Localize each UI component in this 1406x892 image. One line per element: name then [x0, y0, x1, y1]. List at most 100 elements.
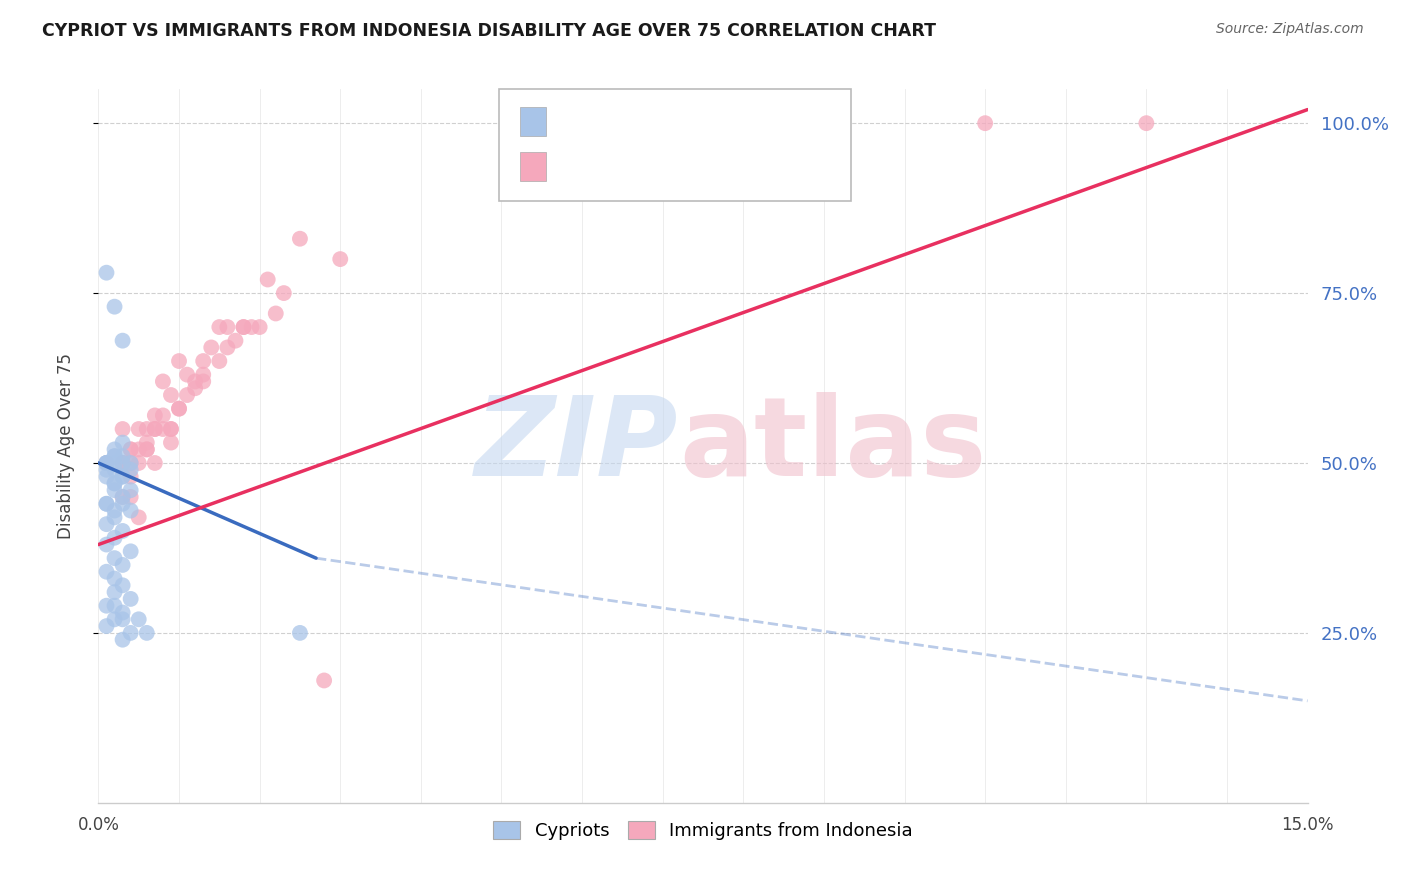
- Point: [96, 456, 118, 470]
- Point: [120, 591, 142, 606]
- Text: 0.565: 0.565: [599, 154, 662, 172]
- Text: -0.358: -0.358: [599, 110, 664, 128]
- Point: [193, 375, 215, 389]
- Point: [200, 341, 222, 355]
- Point: [135, 442, 157, 457]
- Point: [111, 578, 134, 592]
- Point: [184, 381, 207, 395]
- Point: [128, 456, 150, 470]
- Point: [111, 449, 134, 463]
- Text: ZIP: ZIP: [475, 392, 679, 500]
- Point: [160, 388, 183, 402]
- Point: [224, 334, 246, 348]
- Point: [160, 435, 183, 450]
- Text: R =: R =: [557, 154, 596, 172]
- Point: [314, 673, 336, 688]
- Point: [167, 354, 190, 368]
- Point: [96, 469, 118, 483]
- Point: [240, 320, 263, 334]
- Point: [103, 599, 125, 613]
- Point: [111, 456, 134, 470]
- Text: 58: 58: [718, 154, 744, 172]
- Point: [103, 442, 125, 457]
- Point: [273, 286, 295, 301]
- Point: [111, 435, 134, 450]
- Point: [111, 469, 134, 483]
- Point: [103, 612, 125, 626]
- Text: Source: ZipAtlas.com: Source: ZipAtlas.com: [1216, 22, 1364, 37]
- Point: [96, 456, 118, 470]
- Point: [128, 422, 150, 436]
- Point: [111, 490, 134, 504]
- Point: [288, 232, 311, 246]
- Point: [208, 320, 231, 334]
- Point: [152, 375, 174, 389]
- Point: [96, 537, 118, 551]
- Point: [120, 490, 142, 504]
- Point: [120, 469, 142, 483]
- Point: [256, 272, 278, 286]
- Point: [103, 483, 125, 498]
- Point: [96, 599, 118, 613]
- Point: [103, 572, 125, 586]
- Point: [974, 116, 997, 130]
- Point: [103, 551, 125, 566]
- Point: [111, 422, 134, 436]
- Point: [103, 300, 125, 314]
- Point: [111, 469, 134, 483]
- Point: [103, 503, 125, 517]
- Point: [96, 266, 118, 280]
- Point: [160, 422, 183, 436]
- Point: [176, 388, 198, 402]
- Point: [111, 456, 134, 470]
- Point: [111, 456, 134, 470]
- Point: [96, 565, 118, 579]
- Point: [152, 422, 174, 436]
- Point: [167, 401, 190, 416]
- Point: [120, 483, 142, 498]
- Point: [96, 497, 118, 511]
- Point: [288, 626, 311, 640]
- Point: [217, 341, 239, 355]
- Point: [103, 531, 125, 545]
- Text: N =: N =: [672, 154, 724, 172]
- Point: [103, 456, 125, 470]
- Point: [103, 476, 125, 491]
- Point: [111, 612, 134, 626]
- Point: [103, 449, 125, 463]
- Point: [103, 476, 125, 491]
- Point: [96, 456, 118, 470]
- Point: [96, 619, 118, 633]
- Point: [120, 544, 142, 558]
- Point: [176, 368, 198, 382]
- Point: [128, 612, 150, 626]
- Point: [264, 306, 287, 320]
- Point: [103, 510, 125, 524]
- Point: [120, 456, 142, 470]
- Point: [111, 334, 134, 348]
- Point: [232, 320, 254, 334]
- Y-axis label: Disability Age Over 75: Disability Age Over 75: [56, 353, 75, 539]
- Point: [120, 463, 142, 477]
- Point: [160, 422, 183, 436]
- Point: [143, 422, 166, 436]
- Point: [103, 585, 125, 599]
- Point: [111, 558, 134, 572]
- Point: [120, 503, 142, 517]
- Point: [96, 497, 118, 511]
- Point: [232, 320, 254, 334]
- Point: [184, 375, 207, 389]
- Point: [120, 442, 142, 457]
- Point: [120, 456, 142, 470]
- Point: [143, 456, 166, 470]
- Point: [103, 463, 125, 477]
- Point: [128, 442, 150, 457]
- Point: [103, 449, 125, 463]
- Text: CYPRIOT VS IMMIGRANTS FROM INDONESIA DISABILITY AGE OVER 75 CORRELATION CHART: CYPRIOT VS IMMIGRANTS FROM INDONESIA DIS…: [42, 22, 936, 40]
- Legend: Cypriots, Immigrants from Indonesia: Cypriots, Immigrants from Indonesia: [486, 814, 920, 847]
- Point: [111, 456, 134, 470]
- Point: [249, 320, 271, 334]
- Point: [120, 442, 142, 457]
- Point: [135, 422, 157, 436]
- Point: [167, 401, 190, 416]
